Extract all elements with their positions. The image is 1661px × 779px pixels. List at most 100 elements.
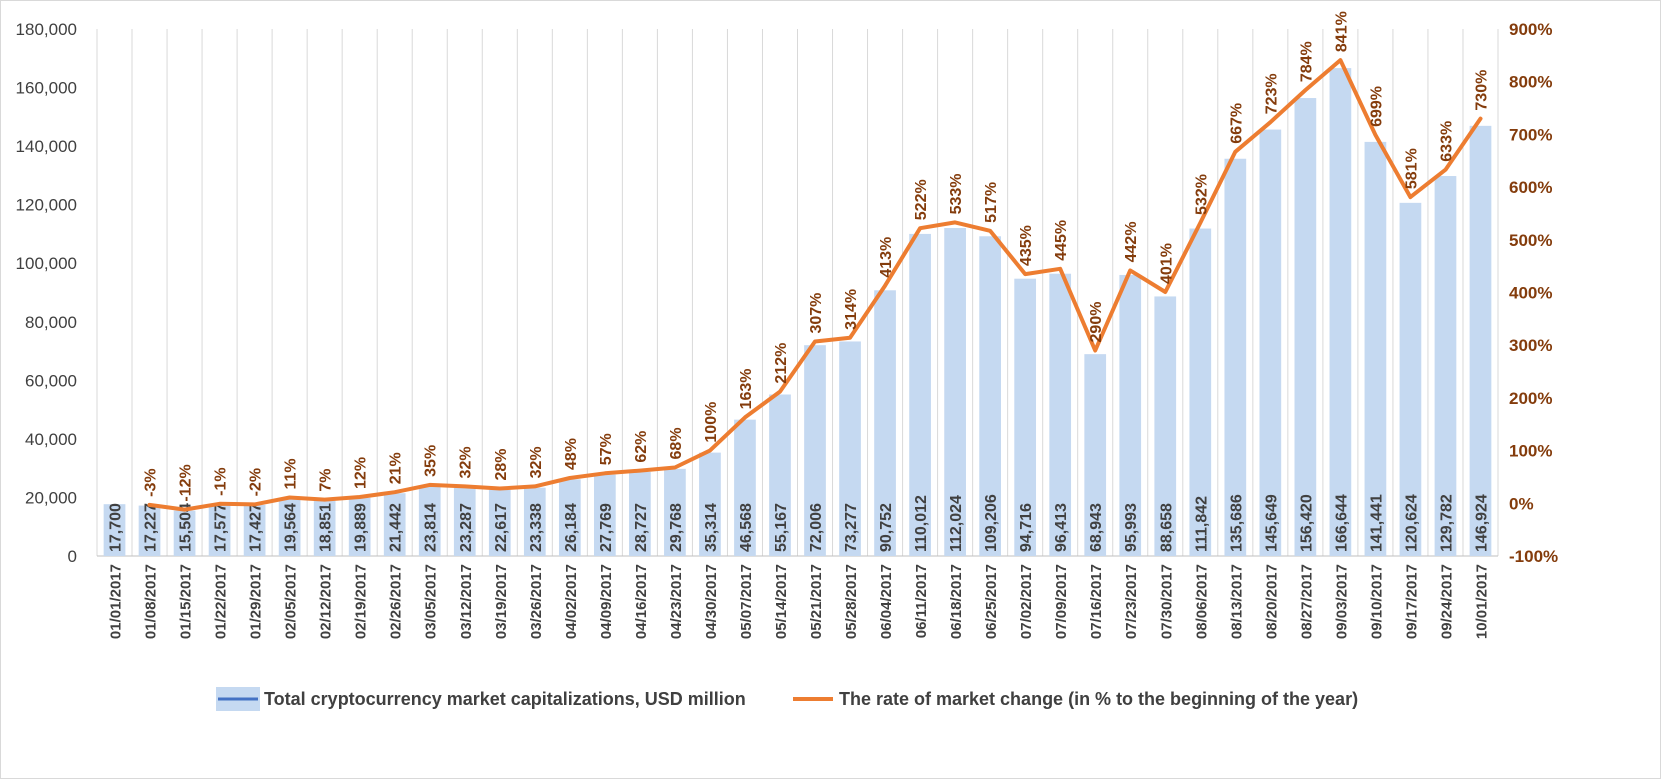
bar — [243, 504, 266, 556]
left-axis-tick-label: 20,000 — [25, 488, 77, 507]
bar — [909, 233, 931, 557]
bar-value-label: 46,568 — [738, 503, 755, 552]
bar-value-label: 15,504 — [178, 503, 195, 552]
rate-value-label: 307% — [808, 293, 825, 334]
bar — [629, 471, 651, 556]
rate-value-label: 62% — [633, 431, 650, 463]
bar-value-label: 22,617 — [493, 503, 510, 552]
left-axis-tick-label: 140,000 — [16, 137, 77, 156]
bar — [523, 487, 546, 556]
rate-value-label: 522% — [913, 179, 930, 220]
rate-value-label: -3% — [143, 468, 160, 496]
left-axis-tick-label: 60,000 — [25, 371, 77, 390]
x-axis-tick-label: 07/16/2017 — [1088, 564, 1105, 639]
x-axis-tick-label: 02/12/2017 — [318, 564, 335, 639]
bar — [699, 452, 721, 556]
legend-line-label: The rate of market change (in % to the b… — [839, 689, 1358, 709]
x-axis: 01/01/2017 01/08/2017 01/15/2017 01/22/2017… — [108, 564, 1491, 639]
rate-value-label: 581% — [1403, 148, 1420, 189]
bar-value-label: 88,658 — [1158, 503, 1175, 552]
line-data-labels: -3% -12% -1% -2% 11% 7% 12% 21% 35% 32% 28% 32% 48% 5… — [143, 11, 1491, 501]
rate-value-label: 413% — [878, 237, 895, 278]
bar — [1154, 296, 1177, 556]
x-axis-tick-label: 01/22/2017 — [213, 564, 230, 639]
rate-value-label: 517% — [983, 182, 1000, 223]
x-axis-tick-label: 01/01/2017 — [108, 564, 125, 639]
bar — [383, 493, 406, 556]
bar — [558, 479, 581, 556]
bar — [804, 345, 826, 556]
bar — [1189, 228, 1212, 556]
bar — [173, 510, 196, 556]
x-axis-tick-label: 07/09/2017 — [1053, 564, 1070, 639]
bar — [979, 236, 1001, 556]
right-axis-tick-label: 100% — [1509, 442, 1552, 461]
left-axis: 0 20,000 40,000 60,000 80,000 100,000 120,000 1… — [16, 20, 77, 566]
x-axis-tick-label: 02/19/2017 — [353, 564, 370, 639]
x-axis-tick-label: 06/18/2017 — [948, 564, 965, 639]
rate-value-label: 435% — [1018, 225, 1035, 266]
right-axis-tick-label: 600% — [1509, 178, 1552, 197]
x-axis-tick-label: 04/23/2017 — [668, 564, 685, 639]
bar — [1224, 158, 1247, 556]
rate-value-label: 730% — [1473, 70, 1490, 111]
left-axis-tick-label: 0 — [68, 547, 77, 566]
rate-value-label: 723% — [1263, 73, 1280, 114]
right-axis-tick-label: 400% — [1509, 284, 1552, 303]
x-axis-tick-label: 04/02/2017 — [563, 564, 580, 639]
x-axis-tick-label: 04/09/2017 — [598, 564, 615, 639]
rate-value-label: 314% — [843, 289, 860, 330]
bar — [839, 341, 861, 556]
bar — [313, 500, 336, 556]
rate-value-label: -12% — [178, 464, 195, 501]
rate-value-label: 633% — [1438, 121, 1455, 162]
line-series — [147, 58, 1483, 512]
bar-value-label: 141,441 — [1368, 494, 1385, 552]
x-axis-tick-label: 03/05/2017 — [423, 564, 440, 639]
left-axis-tick-label: 160,000 — [16, 79, 77, 98]
bar-value-label: 112,024 — [948, 495, 965, 552]
x-axis-tick-label: 05/28/2017 — [843, 564, 860, 639]
rate-value-label: 68% — [668, 427, 685, 459]
rate-value-label: 442% — [1123, 221, 1140, 262]
bar — [1014, 278, 1037, 556]
bar-value-label: 27,769 — [598, 503, 615, 552]
right-axis-tick-label: 800% — [1509, 73, 1552, 92]
bar-value-label: 28,727 — [633, 503, 650, 552]
bar — [1434, 176, 1457, 556]
rate-value-label: 21% — [388, 452, 405, 484]
rate-value-label: 7% — [318, 468, 335, 491]
rate-value-label: -2% — [248, 468, 265, 496]
bar-value-label: 17,227 — [143, 503, 160, 552]
bar-value-label: 23,287 — [458, 503, 475, 552]
bar-value-label: 135,686 — [1228, 494, 1245, 552]
x-axis-tick-label: 02/05/2017 — [283, 564, 300, 639]
bar-value-label: 68,943 — [1088, 503, 1105, 552]
x-axis-tick-label: 03/26/2017 — [528, 564, 545, 639]
bar-value-label: 17,700 — [108, 503, 125, 552]
x-axis-tick-label: 10/01/2017 — [1473, 564, 1490, 639]
x-axis-tick-label: 09/03/2017 — [1333, 564, 1350, 639]
rate-value-label: 841% — [1333, 11, 1350, 52]
bar-series — [103, 68, 1492, 557]
right-axis-tick-label: 200% — [1509, 389, 1552, 408]
rate-value-label: 290% — [1088, 302, 1105, 343]
bar — [664, 468, 686, 556]
legend-bar-label: Total cryptocurrency market capitalizati… — [264, 689, 746, 709]
bar — [1259, 129, 1282, 557]
right-axis-tick-label: 700% — [1509, 125, 1552, 144]
x-axis-tick-label: 05/07/2017 — [738, 564, 755, 639]
right-axis: -100% 0% 100% 200% 300% 400% 500% 600% 700% 800% 9… — [1509, 20, 1558, 566]
bar-value-label: 94,716 — [1018, 503, 1035, 552]
bar-value-label: 23,814 — [423, 503, 440, 552]
bar — [418, 486, 441, 556]
rate-value-label: 699% — [1368, 86, 1385, 127]
x-axis-tick-label: 01/29/2017 — [248, 564, 265, 639]
rate-value-label: 32% — [458, 446, 475, 478]
bar-value-label: 109,206 — [983, 494, 1000, 552]
bar-value-label: 23,338 — [528, 503, 545, 552]
bar-value-label: 19,889 — [353, 503, 370, 552]
x-axis-tick-label: 07/30/2017 — [1158, 564, 1175, 639]
bar-value-label: 146,924 — [1473, 494, 1490, 552]
